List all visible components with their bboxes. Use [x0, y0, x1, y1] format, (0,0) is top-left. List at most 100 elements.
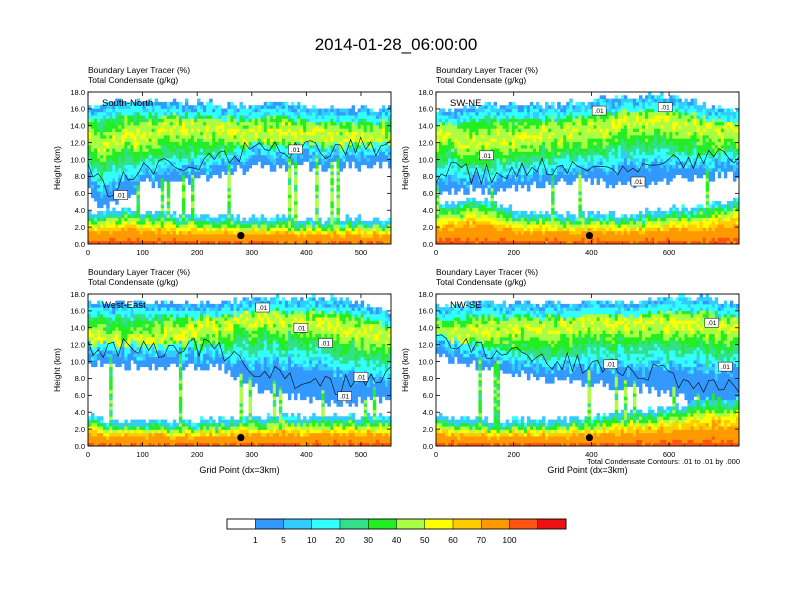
heatmap-cell [384, 158, 389, 162]
heatmap-cell [442, 204, 446, 209]
heatmap-cell [463, 131, 467, 136]
heatmap-cell [106, 148, 110, 152]
heatmap-cell [496, 111, 501, 116]
heatmap-cell [215, 227, 219, 232]
heatmap-cell [251, 121, 256, 126]
heatmap-cell [200, 128, 204, 133]
heatmap-cell [511, 171, 516, 175]
heatmap-cell [333, 240, 337, 245]
heatmap-cell [269, 220, 274, 225]
heatmap-cell [224, 115, 228, 119]
heatmap-cell [387, 220, 392, 225]
heatmap-cell [142, 111, 146, 116]
heatmap-cell [263, 151, 268, 156]
heatmap-cell [372, 141, 377, 146]
heatmap-cell [306, 121, 310, 126]
heatmap-cell [166, 194, 171, 199]
heatmap-cell [106, 227, 110, 232]
heatmap-cell [139, 148, 143, 152]
heatmap-cell [508, 237, 513, 242]
heatmap-cell [460, 115, 464, 119]
condensate-contour [87, 136, 392, 198]
heatmap-cell [163, 154, 168, 159]
heatmap-cell [166, 118, 171, 123]
heatmap-cell [130, 111, 134, 116]
heatmap-cell [245, 230, 249, 235]
heatmap-cell [560, 141, 564, 146]
heatmap-cell [439, 115, 443, 119]
y-tick-label: 2.0 [75, 223, 85, 232]
heatmap-cell [160, 210, 165, 215]
heatmap-cell [91, 154, 95, 159]
heatmap-cell [281, 230, 286, 235]
heatmap-cell [354, 227, 359, 232]
heatmap-cell [545, 214, 549, 218]
heatmap-cell [269, 125, 274, 129]
heatmap-cell [333, 148, 337, 152]
heatmap-cell [454, 121, 458, 126]
heatmap-cell [535, 134, 540, 139]
heatmap-cell [445, 224, 449, 228]
heatmap-cell [209, 161, 213, 166]
heatmap-cell [297, 154, 301, 159]
heatmap-cell [490, 134, 494, 139]
heatmap-cell [387, 154, 392, 159]
heatmap-cell [484, 131, 488, 136]
heatmap-cell [502, 115, 507, 119]
heatmap-cell [142, 154, 146, 159]
heatmap-cell [166, 148, 171, 152]
heatmap-cell [142, 164, 146, 169]
heatmap-cell [436, 111, 440, 116]
heatmap-cell [121, 111, 125, 116]
heatmap-cell [387, 224, 392, 228]
heatmap-cell [306, 224, 310, 228]
heatmap-cell [97, 194, 101, 199]
heatmap-cell [457, 240, 461, 245]
heatmap-cell [151, 164, 156, 169]
heatmap-cell [257, 224, 262, 228]
heatmap-cell [221, 138, 225, 142]
heatmap-cell [451, 230, 455, 235]
heatmap-cell [172, 224, 177, 228]
heatmap-cell [466, 154, 470, 159]
heatmap-cell [215, 128, 219, 133]
heatmap-cell [287, 220, 292, 225]
heatmap-cell [275, 111, 280, 116]
heatmap-cell [112, 118, 116, 123]
heatmap-cell [254, 118, 259, 123]
heatmap-cell [502, 125, 507, 129]
heatmap-cell [88, 171, 92, 175]
heatmap-cell [475, 158, 479, 162]
heatmap-cell [200, 111, 204, 116]
heatmap-cell [251, 138, 256, 142]
heatmap-cell [272, 131, 277, 136]
heatmap-cell [121, 214, 125, 218]
heatmap-cell [539, 227, 543, 232]
heatmap-cell [203, 125, 207, 129]
heatmap-cell [469, 210, 473, 215]
heatmap-cell [545, 164, 549, 169]
heatmap-cell [287, 184, 292, 189]
heatmap-cell [230, 240, 234, 245]
heatmap-cell [215, 144, 219, 149]
heatmap-cell [330, 125, 334, 129]
heatmap-cell [100, 220, 104, 225]
heatmap-cell [194, 240, 198, 245]
heatmap-cell [100, 204, 104, 209]
heatmap-cell [566, 161, 570, 166]
heatmap-cell [233, 240, 237, 245]
heatmap-cell [472, 224, 476, 228]
heatmap-cell [175, 227, 180, 232]
heatmap-cell [278, 227, 283, 232]
heatmap-cell [130, 220, 134, 225]
heatmap-cell [520, 217, 525, 222]
heatmap-cell [175, 125, 180, 129]
heatmap-cell [535, 161, 540, 166]
heatmap-cell [318, 158, 322, 162]
heatmap-cell [315, 197, 319, 202]
heatmap-cell [106, 144, 110, 149]
heatmap-cell [166, 168, 171, 172]
heatmap-cell [278, 158, 283, 162]
heatmap-cell [239, 128, 243, 133]
heatmap-cell [151, 144, 156, 149]
